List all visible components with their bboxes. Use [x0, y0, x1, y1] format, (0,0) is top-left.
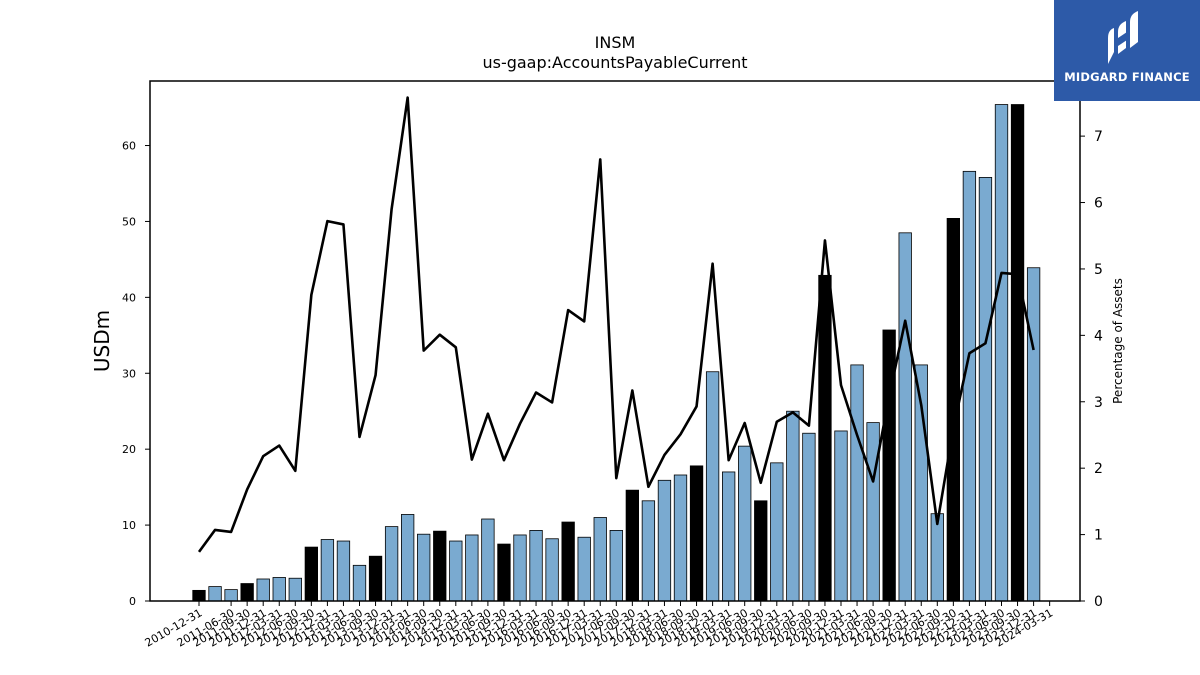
bar-2021-06-30 — [866, 422, 880, 602]
bar-2011-03-31 — [208, 586, 222, 602]
bar-2015-06-30 — [481, 518, 495, 602]
bar-2015-09-30 — [497, 543, 511, 602]
bar-2012-06-30 — [288, 577, 302, 602]
bar-2012-09-30 — [304, 546, 319, 602]
bar-2015-03-31 — [465, 534, 479, 602]
chart-subtitle: us-gaap:AccountsPayableCurrent — [482, 53, 747, 72]
chart-title: INSM — [595, 33, 636, 52]
bar-2014-03-31 — [400, 514, 415, 602]
bar-2010-12-31 — [192, 589, 206, 602]
bar-2016-12-31 — [577, 536, 591, 602]
bar-2020-09-30 — [818, 274, 832, 602]
y-left-tick-label: 10 — [122, 519, 136, 532]
pct-assets-line — [197, 96, 1035, 553]
y-left-tick-label: 0 — [129, 595, 136, 608]
y-left-tick-label: 20 — [122, 443, 136, 456]
bar-2016-06-30 — [545, 538, 559, 602]
bar-2011-06-30 — [224, 589, 238, 602]
bar-2013-12-31 — [384, 526, 399, 602]
bar-2011-12-31 — [256, 578, 270, 602]
line-layer — [197, 96, 1035, 553]
bar-2017-03-31 — [593, 517, 607, 602]
bar-2021-12-31 — [898, 232, 912, 602]
bar-2013-09-30 — [368, 555, 383, 602]
bar-2017-09-30 — [625, 489, 639, 602]
bar-2017-06-30 — [609, 530, 623, 602]
bar-2019-03-31 — [722, 471, 736, 602]
bar-2022-06-30 — [930, 513, 944, 602]
brand-logo: MIDGARD FINANCE — [1054, 0, 1200, 101]
bar-2017-12-31 — [641, 500, 656, 602]
bar-2016-03-31 — [529, 530, 543, 602]
y-left-tick-label: 50 — [122, 215, 136, 228]
bar-2023-06-30 — [994, 104, 1009, 602]
x-axis: 2010-12-312011-06-302011-09-302011-12-31… — [143, 601, 1055, 650]
bars-layer — [192, 104, 1041, 602]
brand-name: MIDGARD FINANCE — [1064, 70, 1190, 84]
bar-2013-06-30 — [352, 564, 367, 602]
bar-2012-03-31 — [272, 577, 286, 602]
bar-2022-12-31 — [962, 170, 977, 602]
y-right-tick-label: 2 — [1094, 461, 1103, 477]
bar-2019-12-31 — [770, 462, 784, 602]
y-axis-right-label: Percentage of Assets — [1111, 278, 1125, 404]
bar-2016-09-30 — [561, 521, 575, 602]
y-right-tick-label: 0 — [1094, 594, 1103, 610]
y-axis-left: 0 10 20 30 40 50 60 — [122, 140, 150, 608]
bar-2019-06-30 — [738, 445, 752, 602]
midgard-logo-icon — [1108, 11, 1138, 64]
y-right-tick-label: 1 — [1094, 528, 1103, 544]
y-right-tick-label: 6 — [1094, 196, 1103, 212]
bar-2020-12-31 — [834, 430, 848, 602]
y-axis-left-label: USDm — [90, 310, 114, 372]
bar-2013-03-31 — [336, 540, 351, 602]
bar-2021-03-31 — [850, 364, 864, 602]
bar-2019-09-30 — [754, 500, 768, 602]
y-right-tick-label: 5 — [1094, 262, 1103, 278]
bar-2023-03-31 — [978, 177, 993, 602]
bar-2023-12-31 — [1026, 267, 1041, 602]
bar-2011-09-30 — [240, 583, 254, 602]
bar-2020-03-31 — [786, 410, 800, 602]
y-right-tick-label: 3 — [1094, 395, 1103, 411]
plot-frame — [149, 80, 1081, 602]
bar-2018-09-30 — [689, 465, 704, 602]
y-left-tick-label: 30 — [122, 367, 136, 380]
bar-2014-06-30 — [417, 533, 431, 602]
bar-2018-12-31 — [705, 371, 720, 602]
y-right-tick-label: 4 — [1094, 328, 1103, 344]
bar-2015-12-31 — [513, 534, 527, 602]
y-axis-right: 0 1 2 3 4 5 6 7 — [1080, 129, 1103, 610]
bar-2018-06-30 — [673, 474, 688, 602]
bar-2014-12-31 — [449, 540, 463, 602]
bar-2012-12-31 — [320, 539, 335, 602]
bar-2020-06-30 — [802, 432, 816, 602]
bar-2018-03-31 — [657, 479, 672, 602]
y-right-tick-label: 7 — [1094, 129, 1103, 145]
y-left-tick-label: 60 — [122, 140, 136, 153]
y-left-tick-label: 40 — [122, 291, 136, 304]
bar-2014-09-30 — [433, 530, 447, 602]
bar-2023-09-30 — [1010, 104, 1025, 602]
